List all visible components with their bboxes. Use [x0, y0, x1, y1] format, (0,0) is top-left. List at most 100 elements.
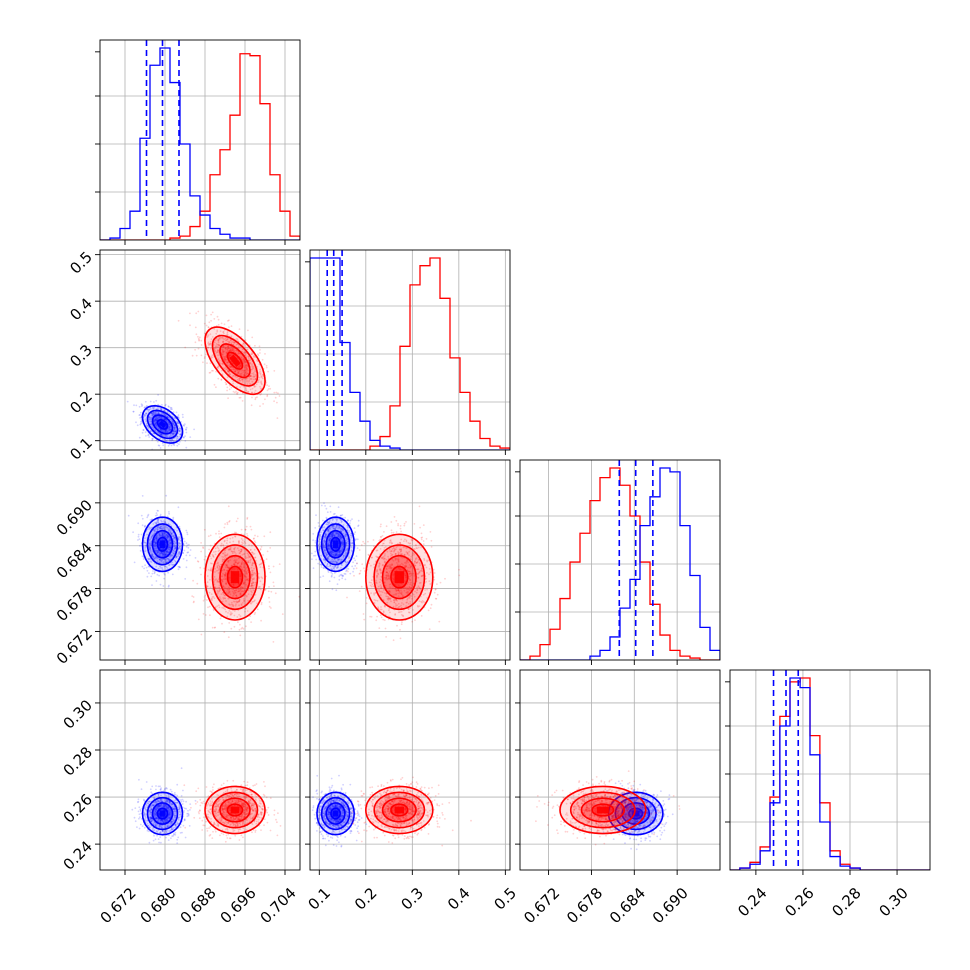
y-tick-label: 0.2 — [66, 387, 96, 417]
panel-frame — [99, 669, 301, 871]
contour-line — [204, 326, 266, 395]
y-tick-label: 0.28 — [60, 743, 96, 779]
contour-line — [219, 343, 251, 379]
density-peak — [158, 420, 167, 429]
histogram-red — [520, 467, 720, 660]
histogram-blue — [100, 47, 300, 240]
x-tick-label: 0.30 — [875, 884, 911, 920]
density-peak — [229, 354, 241, 367]
density-peak — [332, 810, 339, 817]
x-tick-label: 0.5 — [491, 884, 521, 914]
panel-frame — [519, 669, 721, 871]
panel-frame — [729, 669, 931, 871]
contour-line — [146, 523, 179, 566]
hist-panel-3 — [515, 459, 721, 665]
red-contours — [204, 326, 266, 395]
red-density-fill — [365, 786, 433, 834]
x-tick-label: 0.688 — [177, 884, 220, 927]
x-tick-label: 0.4 — [444, 884, 474, 914]
contour-line — [211, 791, 259, 829]
scatter-panel-2-1 — [95, 249, 301, 455]
blue-contours — [141, 516, 184, 573]
scatter-panel-4-1 — [95, 669, 301, 875]
density-peak — [394, 806, 404, 814]
red-density-fill — [205, 534, 265, 621]
x-tick-label: 0.696 — [217, 884, 260, 927]
red-contours — [365, 785, 434, 835]
contour-line — [365, 533, 434, 621]
blue-contours — [141, 405, 184, 444]
contour-line — [219, 797, 251, 823]
contour-line — [316, 791, 355, 836]
x-tick-label: 0.672 — [520, 884, 563, 927]
scatter-panel-3-1 — [95, 459, 301, 665]
x-tick-label: 0.26 — [781, 884, 817, 920]
red-contours — [204, 533, 266, 621]
contour-line — [330, 536, 342, 552]
red-contours — [365, 533, 434, 621]
panel-frame — [519, 459, 721, 661]
panel-frame — [309, 669, 511, 871]
y-tick-label: 0.4 — [66, 294, 96, 324]
scatter-panel-3-2 — [305, 459, 511, 665]
contour-line — [325, 529, 346, 559]
red-density-fill — [365, 534, 433, 621]
density-peak — [230, 571, 240, 584]
x-tick-label: 0.1 — [304, 884, 334, 914]
density-peak — [631, 810, 640, 817]
y-tick-label: 0.3 — [66, 341, 96, 371]
contour-line — [320, 523, 351, 566]
x-tick-label: 0.690 — [649, 884, 692, 927]
blue-contours — [316, 516, 355, 573]
y-tick-label: 0.24 — [60, 837, 96, 873]
hist-panel-1 — [95, 39, 301, 245]
contour-line — [628, 807, 644, 820]
contour-line — [325, 802, 346, 825]
x-tick-label: 0.3 — [397, 884, 427, 914]
x-tick-label: 0.680 — [137, 884, 180, 927]
contour-line — [146, 409, 179, 440]
contour-line — [211, 544, 259, 611]
histogram-red — [100, 53, 300, 240]
panel-frame — [99, 459, 301, 661]
contour-line — [141, 791, 184, 836]
contour-line — [146, 796, 179, 831]
density-peak — [230, 806, 240, 814]
contour-line — [219, 554, 251, 600]
blue-contours — [141, 791, 184, 836]
density-peak — [394, 571, 404, 584]
scatter-panel-4-3 — [515, 669, 721, 875]
density-peak — [159, 540, 166, 549]
x-tick-label: 0.28 — [828, 884, 864, 920]
y-tick-label: 0.26 — [60, 790, 96, 826]
panel-frame — [309, 249, 511, 451]
contour-line — [373, 544, 426, 611]
histogram-blue — [730, 677, 930, 870]
blue-contours — [316, 791, 355, 836]
red-density-fill — [204, 327, 266, 395]
hist-panel-2 — [305, 249, 511, 455]
y-tick-label: 0.5 — [66, 248, 96, 278]
contour-line — [141, 405, 184, 444]
contour-line — [226, 803, 244, 817]
contour-line — [156, 807, 169, 820]
y-tick-label: 0.1 — [66, 434, 96, 464]
contour-line — [141, 516, 184, 573]
contour-line — [381, 554, 417, 600]
contour-line — [390, 565, 409, 589]
y-tick-label: 0.672 — [53, 625, 96, 668]
histogram-red — [310, 257, 510, 450]
red-contours — [559, 785, 647, 835]
contour-line — [226, 351, 244, 370]
density-peak — [332, 540, 339, 549]
contour-line — [607, 791, 664, 836]
x-tick-label: 0.684 — [606, 884, 649, 927]
histogram-blue — [520, 467, 720, 660]
contour-line — [226, 565, 244, 589]
contour-line — [365, 785, 434, 835]
contour-line — [614, 796, 657, 831]
contour-line — [330, 807, 342, 820]
contour-line — [151, 529, 174, 559]
x-tick-label: 0.2 — [351, 884, 381, 914]
